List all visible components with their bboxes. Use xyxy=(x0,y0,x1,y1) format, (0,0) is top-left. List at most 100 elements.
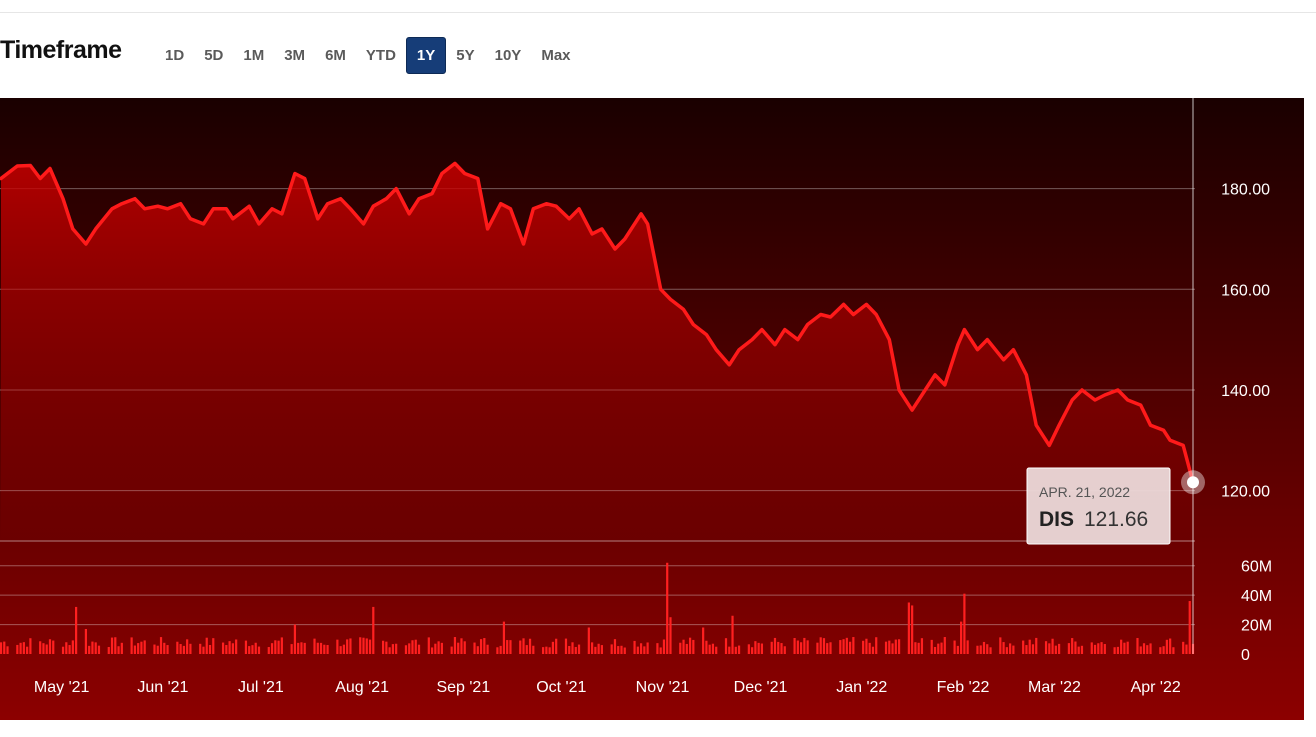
timeframe-title: Timeframe xyxy=(0,36,122,64)
volume-bar xyxy=(257,646,261,654)
x-tick-label: Jan '22 xyxy=(836,679,887,696)
volume-bar xyxy=(339,646,342,654)
timeframe-button-max[interactable]: Max xyxy=(541,47,571,64)
volume-bar xyxy=(806,640,809,654)
volume-bar xyxy=(267,647,270,654)
volume-bar xyxy=(1097,643,1100,654)
volume-bar xyxy=(917,642,920,654)
x-tick-label: Mar '22 xyxy=(1028,679,1081,696)
volume-bar xyxy=(542,647,545,654)
timeframe-button-1d[interactable]: 1D xyxy=(165,47,185,64)
volume-bar xyxy=(711,643,715,654)
volume-bar xyxy=(473,642,476,654)
volume-bar xyxy=(48,639,52,654)
hover-point[interactable] xyxy=(1187,476,1199,489)
volume-bar xyxy=(1080,645,1084,654)
volume-bar xyxy=(770,641,773,654)
volume-bar xyxy=(793,638,796,654)
timeframe-button-10y[interactable]: 10Y xyxy=(494,47,522,64)
volume-bar xyxy=(754,641,757,654)
volume-bar xyxy=(911,605,914,654)
tooltip-price: 121.66 xyxy=(1084,508,1148,531)
volume-bar xyxy=(391,644,394,654)
timeframe-button-1m[interactable]: 1M xyxy=(243,47,265,64)
volume-bar xyxy=(440,642,443,654)
volume-bar xyxy=(368,639,372,654)
volume-bar xyxy=(26,646,29,654)
timeframe-button-ytd[interactable]: YTD xyxy=(365,47,396,64)
volume-bar xyxy=(120,642,123,654)
timeframe-button-6m[interactable]: 6M xyxy=(325,47,346,64)
timeframe-button-5y[interactable]: 5Y xyxy=(456,47,475,64)
timeframe-button-3m[interactable]: 3M xyxy=(284,47,306,64)
x-tick-label: Sep '21 xyxy=(436,679,490,696)
volume-bar xyxy=(1009,643,1012,654)
volume-bar xyxy=(91,641,94,654)
chart-canvas[interactable]: 180.00 160.00 140.00 120.00 60M 40M 20M 0 APR. 2… xyxy=(0,98,1304,720)
volume-bar xyxy=(953,640,956,654)
volume-bar xyxy=(414,639,417,654)
volume-bar xyxy=(388,647,391,654)
volume-bar xyxy=(349,638,352,654)
volume-bar xyxy=(1022,640,1025,654)
volume-bar xyxy=(891,643,894,654)
volume-bar xyxy=(166,645,169,654)
volume-bar xyxy=(1182,641,1185,654)
volume-bar xyxy=(639,643,643,654)
volume-bar xyxy=(156,645,159,654)
volume-bar xyxy=(1162,646,1165,654)
volume-bar xyxy=(137,643,140,654)
volume-bar xyxy=(780,643,783,654)
volume-bar xyxy=(930,639,933,654)
timeframe-button-5d[interactable]: 5D xyxy=(204,47,224,64)
volume-bar xyxy=(989,647,992,654)
volume-bar xyxy=(816,642,819,654)
volume-bar xyxy=(153,644,156,654)
volume-bar xyxy=(479,639,483,654)
volume-bar xyxy=(75,606,78,654)
timeframe-button-1y[interactable]: 1Y xyxy=(405,37,447,74)
volume-bar xyxy=(848,641,852,654)
volume-bar xyxy=(555,638,558,654)
volume-bar xyxy=(404,645,408,654)
price-tick-label: 140.00 xyxy=(1221,383,1270,400)
volume-bar xyxy=(84,628,88,654)
volume-bar xyxy=(1074,641,1077,654)
volume-bar xyxy=(1100,642,1103,654)
volume-bar xyxy=(982,641,986,654)
volume-bar xyxy=(894,639,897,654)
price-area xyxy=(1,163,1193,541)
volume-bar xyxy=(1077,646,1080,654)
volume-bar xyxy=(212,638,215,654)
tooltip-date: APR. 21, 2022 xyxy=(1039,484,1130,500)
volume-bar xyxy=(600,645,603,654)
volume-bar xyxy=(933,646,937,654)
volume-bar xyxy=(568,645,571,654)
volume-bar xyxy=(496,647,499,654)
volume-bar xyxy=(270,643,274,654)
volume-bar xyxy=(777,641,780,654)
volume-bar xyxy=(800,642,803,654)
volume-bar xyxy=(728,646,731,654)
volume-bar xyxy=(597,643,600,654)
volume-bar xyxy=(692,639,695,654)
timeframe-selector: 1D 5D 1M 3M 6M YTD 1Y 5Y 10Y Max xyxy=(155,37,581,74)
volume-bar xyxy=(986,644,989,654)
volume-bar xyxy=(666,562,669,654)
volume-bar xyxy=(274,640,277,654)
volume-bar xyxy=(290,644,293,654)
x-tick-label: Apr '22 xyxy=(1131,679,1181,696)
volume-bar xyxy=(202,646,205,654)
volume-bar xyxy=(620,645,623,654)
price-chart[interactable]: 180.00 160.00 140.00 120.00 60M 40M 20M 0 APR. 2… xyxy=(0,98,1304,720)
volume-bar xyxy=(463,641,466,654)
x-tick-label: Oct '21 xyxy=(536,679,586,696)
volume-bar xyxy=(613,639,617,654)
volume-bar xyxy=(336,639,339,654)
volume-bar xyxy=(251,645,254,654)
volume-bar xyxy=(522,638,525,654)
volume-bar xyxy=(1067,643,1071,654)
x-tick-label: Jul '21 xyxy=(238,679,284,696)
volume-bar xyxy=(548,647,551,654)
volume-bar xyxy=(97,645,101,654)
